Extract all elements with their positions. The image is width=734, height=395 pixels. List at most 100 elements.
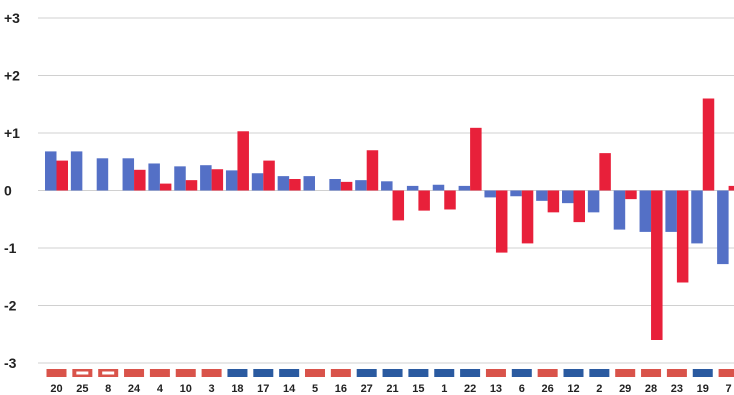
blue-bar bbox=[122, 158, 135, 191]
category-marker bbox=[589, 369, 610, 377]
category-marker bbox=[175, 369, 196, 377]
category-marker bbox=[149, 369, 170, 377]
blue-bar bbox=[484, 190, 496, 198]
red-bar bbox=[573, 190, 585, 223]
blue-bar bbox=[329, 179, 341, 191]
x-tick-label: 3 bbox=[209, 383, 215, 395]
blue-bar bbox=[562, 190, 574, 204]
category-marker bbox=[382, 369, 403, 377]
x-tick-label: 22 bbox=[464, 383, 476, 395]
category-marker bbox=[563, 369, 584, 377]
x-tick-label: 12 bbox=[567, 383, 579, 395]
y-tick-label: -2 bbox=[4, 298, 17, 314]
red-bar bbox=[418, 190, 430, 211]
x-tick-label: 1 bbox=[441, 383, 447, 395]
x-tick-label: 13 bbox=[490, 383, 502, 395]
x-tick-label: 19 bbox=[697, 383, 709, 395]
x-tick-label: 16 bbox=[335, 383, 347, 395]
x-tick-label: 24 bbox=[128, 383, 141, 395]
blue-bar bbox=[432, 184, 445, 191]
category-marker bbox=[511, 369, 532, 377]
red-bar bbox=[340, 181, 353, 191]
y-tick-label: +2 bbox=[4, 68, 20, 84]
y-tick-label: +3 bbox=[4, 10, 20, 26]
x-axis-ticks: 20 25 8 24 4 10 3 18 17 14 5 16 27 21 15 1 22 13 6 26 12 2 29 2… bbox=[50, 383, 731, 395]
blue-bar bbox=[355, 180, 367, 191]
blue-bar bbox=[277, 176, 290, 191]
x-tick-label: 27 bbox=[361, 383, 373, 395]
category-marker bbox=[460, 369, 481, 377]
red-bar bbox=[625, 190, 637, 200]
blue-bar bbox=[665, 190, 677, 232]
blue-bar bbox=[70, 151, 83, 191]
blue-bar bbox=[174, 166, 186, 191]
category-marker bbox=[124, 369, 145, 377]
blue-bar bbox=[536, 190, 548, 201]
red-bar bbox=[702, 98, 715, 191]
x-tick-label: 21 bbox=[386, 383, 398, 395]
category-marker bbox=[46, 369, 67, 377]
y-tick-label: 0 bbox=[4, 183, 12, 199]
category-markers bbox=[46, 369, 734, 377]
category-marker bbox=[227, 369, 248, 377]
category-marker bbox=[356, 369, 377, 377]
category-marker bbox=[485, 369, 506, 377]
x-tick-label: 10 bbox=[180, 383, 192, 395]
red-bar bbox=[56, 160, 68, 191]
x-tick-label: 29 bbox=[619, 383, 631, 395]
red-bar bbox=[185, 180, 198, 191]
red-bar bbox=[444, 190, 456, 210]
red-bar bbox=[366, 150, 379, 191]
blue-bar bbox=[613, 190, 626, 230]
x-tick-label: 17 bbox=[257, 383, 269, 395]
category-marker bbox=[279, 369, 300, 377]
blue-bar bbox=[587, 190, 600, 213]
y-tick-label: +1 bbox=[4, 125, 20, 141]
x-tick-label: 15 bbox=[412, 383, 424, 395]
y-tick-label: -3 bbox=[4, 355, 17, 371]
red-bar bbox=[134, 169, 146, 191]
x-tick-label: 7 bbox=[726, 383, 732, 395]
blue-bar bbox=[200, 165, 212, 191]
category-marker bbox=[692, 369, 713, 377]
category-marker bbox=[408, 369, 429, 377]
x-tick-label: 2 bbox=[596, 383, 602, 395]
red-bar bbox=[495, 190, 508, 253]
blue-bar bbox=[691, 190, 703, 244]
red-bar bbox=[521, 190, 534, 244]
category-marker bbox=[615, 369, 636, 377]
red-bar bbox=[547, 190, 560, 213]
x-tick-label: 8 bbox=[105, 383, 111, 395]
red-bar bbox=[289, 179, 301, 191]
blue-bar bbox=[717, 190, 729, 265]
category-marker bbox=[305, 369, 325, 377]
blue-bar bbox=[225, 170, 238, 191]
red-bar bbox=[676, 190, 689, 283]
x-tick-label: 18 bbox=[231, 383, 243, 395]
x-tick-label: 23 bbox=[671, 383, 683, 395]
blue-bar bbox=[381, 181, 393, 191]
red-bar bbox=[599, 153, 611, 191]
red-bar bbox=[159, 183, 172, 191]
red-bar bbox=[263, 160, 275, 191]
blue-bar bbox=[639, 190, 652, 232]
x-tick-label: 14 bbox=[283, 383, 296, 395]
category-marker bbox=[201, 369, 222, 377]
red-bar bbox=[728, 185, 734, 191]
x-tick-label: 4 bbox=[157, 383, 164, 395]
blue-bar bbox=[458, 185, 471, 191]
blue-bar bbox=[406, 185, 419, 191]
bars bbox=[45, 98, 734, 340]
category-marker bbox=[641, 369, 662, 377]
blue-bar bbox=[148, 163, 160, 191]
y-axis-ticks: +3 +2 +1 0 -1 -2 -3 bbox=[4, 10, 20, 371]
x-tick-label: 25 bbox=[76, 383, 88, 395]
red-bar bbox=[237, 131, 249, 191]
x-tick-label: 20 bbox=[50, 383, 62, 395]
x-tick-label: 5 bbox=[312, 383, 318, 395]
category-marker-hollow bbox=[76, 371, 89, 375]
blue-bar bbox=[510, 190, 522, 197]
x-tick-label: 6 bbox=[519, 383, 525, 395]
category-marker bbox=[330, 369, 351, 377]
